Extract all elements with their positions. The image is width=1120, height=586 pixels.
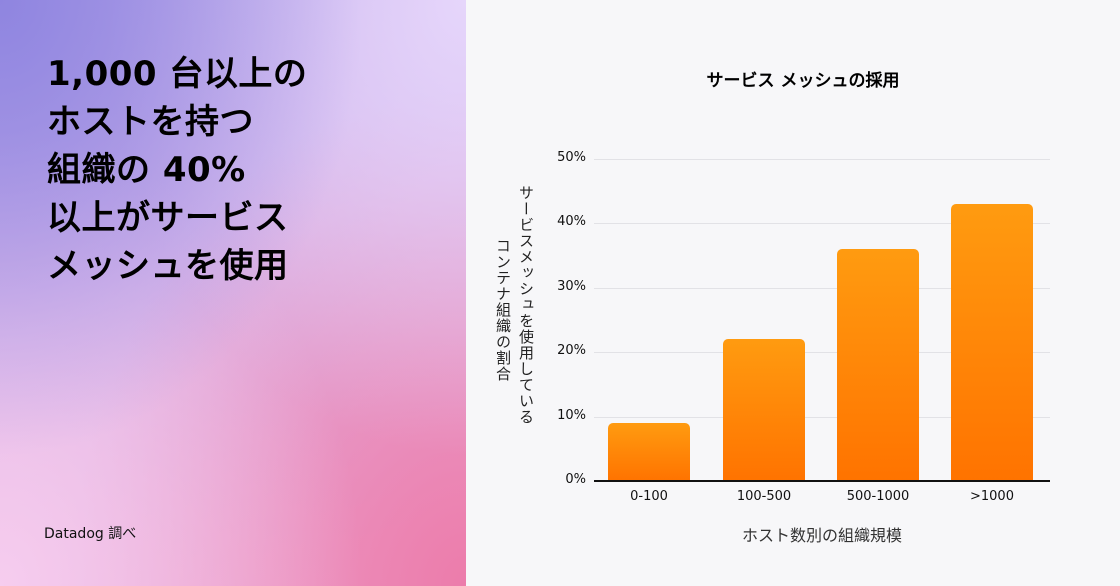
headline-line: 1,000 台以上の <box>47 54 308 94</box>
headline-panel: 1,000 台以上の ホストを持つ 組織の 40% 以上がサービス メッシュを使… <box>0 0 466 586</box>
headline-line: 組織の 40% <box>47 150 246 190</box>
headline-line: メッシュを使用 <box>47 246 289 286</box>
source-credit: Datadog 調べ <box>44 526 137 542</box>
headline: 1,000 台以上の ホストを持つ 組織の 40% 以上がサービス メッシュを使… <box>47 50 367 290</box>
headline-line: 以上がサービス <box>47 198 289 238</box>
y-axis-label-line-2: コンテナ組織の割合 <box>494 238 512 382</box>
y-axis-label-line-1: サービスメッシュを使用している <box>517 185 535 425</box>
chart-title: サービス メッシュの採用 <box>706 71 900 91</box>
chart-panel: サービス メッシュの採用 <box>466 0 1120 586</box>
x-axis-label: ホスト数別の組織規模 <box>741 526 902 545</box>
headline-line: ホストを持つ <box>47 102 254 142</box>
